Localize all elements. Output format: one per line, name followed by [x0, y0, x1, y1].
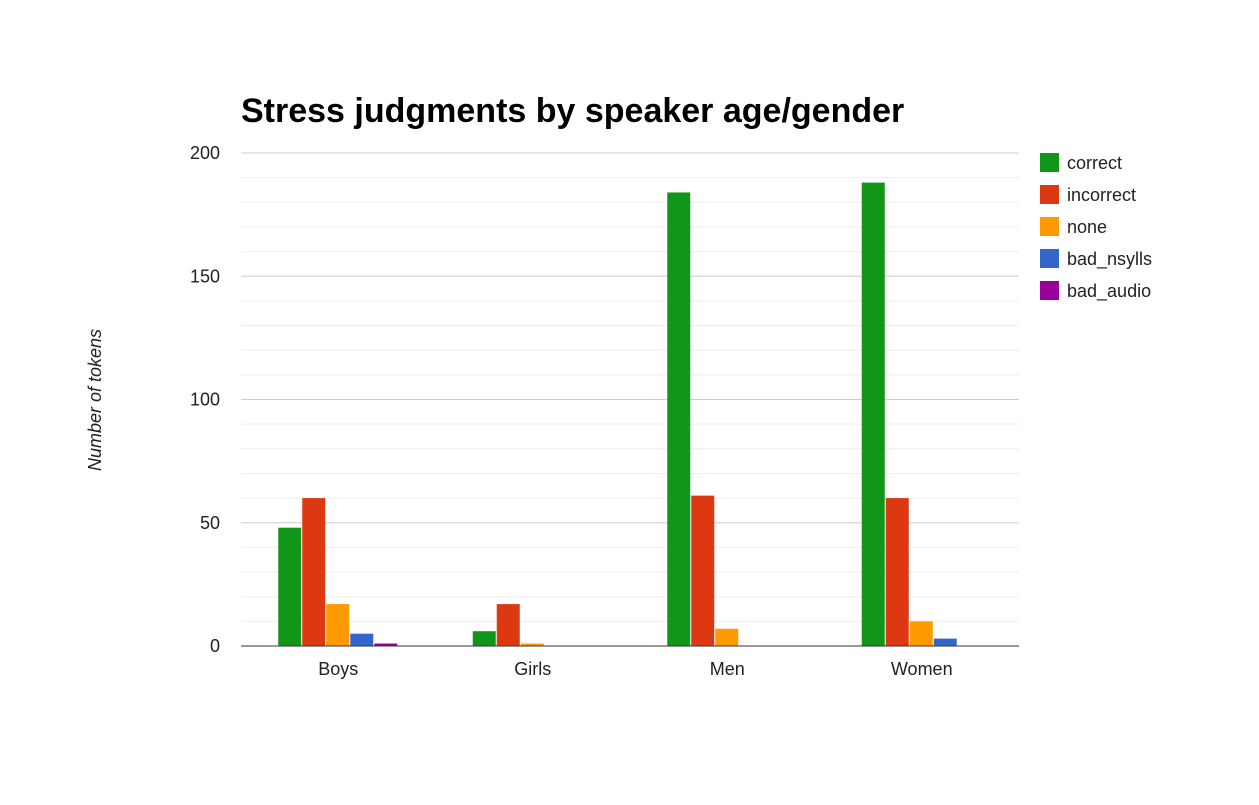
y-tick-label: 200	[190, 143, 220, 163]
x-tick-label: Women	[891, 659, 953, 679]
bar-none-men	[715, 628, 739, 646]
x-tick-label: Girls	[514, 659, 551, 679]
bar-none-girls	[520, 643, 544, 646]
legend-label-bad_audio: bad_audio	[1067, 281, 1151, 302]
y-tick-label: 50	[200, 513, 220, 533]
bar-incorrect-boys	[302, 498, 326, 646]
legend-label-none: none	[1067, 217, 1107, 237]
legend-swatch-bad_nsylls	[1040, 249, 1059, 268]
y-tick-label: 100	[190, 390, 220, 410]
bar-correct-men	[667, 192, 691, 646]
bar-correct-girls	[472, 631, 496, 646]
bar-bad_nsylls-women	[933, 638, 957, 646]
legend-swatch-bad_audio	[1040, 281, 1059, 300]
y-tick-label: 0	[210, 636, 220, 656]
grid	[241, 152, 1019, 622]
bars	[278, 182, 957, 646]
bar-correct-boys	[278, 527, 302, 646]
legend-label-bad_nsylls: bad_nsylls	[1067, 249, 1152, 270]
bar-incorrect-women	[885, 498, 909, 646]
y-tick-label: 150	[190, 266, 220, 286]
bar-incorrect-men	[691, 495, 715, 646]
x-tick-label: Men	[710, 659, 745, 679]
chart-title: Stress judgments by speaker age/gender	[241, 92, 904, 130]
y-axis-label: Number of tokens	[85, 329, 105, 471]
legend-label-correct: correct	[1067, 153, 1122, 173]
bar-incorrect-girls	[496, 604, 520, 646]
bar-bad_nsylls-boys	[350, 633, 374, 646]
legend: correct incorrect none bad_nsylls bad_audio	[1040, 153, 1152, 302]
legend-swatch-none	[1040, 217, 1059, 236]
legend-swatch-correct	[1040, 153, 1059, 172]
axes: 0 50 100 150 200 Boys Girls Men Women	[190, 143, 1019, 679]
bar-correct-women	[861, 182, 885, 646]
bar-bad_audio-boys	[374, 643, 398, 646]
legend-label-incorrect: incorrect	[1067, 185, 1136, 205]
x-tick-label: Boys	[318, 659, 358, 679]
bar-none-boys	[326, 604, 350, 646]
bar-none-women	[909, 621, 933, 646]
legend-swatch-incorrect	[1040, 185, 1059, 204]
